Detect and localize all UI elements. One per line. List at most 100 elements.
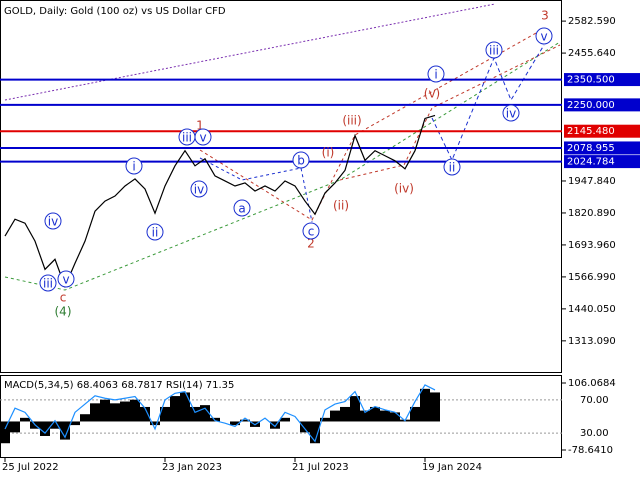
histogram-bar — [190, 406, 200, 422]
histogram-bar — [300, 421, 310, 433]
trend-line — [4, 41, 561, 291]
y2-tick-label: 30.00 — [580, 428, 609, 439]
y-tick-label: 1313.090 — [568, 336, 616, 347]
wave-label: iv — [48, 215, 58, 229]
wave-marker — [535, 27, 553, 45]
wave-path — [339, 44, 561, 181]
histogram-bar — [430, 392, 440, 422]
level-label: 2145.480 — [567, 126, 615, 137]
wave-label: (i) — [322, 146, 335, 160]
histogram-bar — [410, 406, 420, 422]
histogram-bar — [230, 421, 240, 426]
histogram-bar — [0, 421, 10, 444]
y2-tick-label: 70.00 — [580, 395, 609, 406]
histogram-bar — [340, 406, 350, 422]
level-box — [564, 73, 640, 87]
wave-label: iii — [489, 44, 499, 58]
histogram-bar — [200, 405, 210, 422]
wave-marker — [39, 274, 57, 292]
histogram-bar — [360, 410, 370, 422]
wave-label: iv — [194, 183, 204, 197]
wave-label: v — [199, 131, 206, 145]
histogram-bar — [60, 421, 70, 440]
price-panel — [0, 0, 562, 373]
wave-label: iii — [43, 277, 53, 291]
wave-label: (iii) — [342, 114, 361, 128]
histogram-bar — [160, 406, 170, 422]
wave-marker — [44, 212, 62, 230]
x-tick-label: 23 Jan 2023 — [162, 462, 222, 473]
wave-label: i — [132, 160, 135, 174]
histogram-bar — [140, 406, 150, 422]
indicator-title: MACD(5,34,5) 68.4063 68.7817 RSI(14) 71.… — [4, 380, 234, 391]
wave-label: (iv) — [394, 182, 414, 196]
histogram-bar — [350, 396, 360, 422]
histogram-bar — [320, 417, 330, 422]
level-box — [564, 155, 640, 169]
histogram-bar — [70, 421, 80, 426]
histogram-bar — [210, 417, 220, 422]
histogram-bar — [80, 414, 90, 422]
wave-label: ii — [449, 161, 456, 175]
price-line — [4, 114, 436, 289]
y-tick-label: 2582.590 — [568, 16, 616, 27]
wave-label: v — [62, 273, 69, 287]
wave-label: iii — [182, 131, 192, 145]
histogram-bar — [50, 421, 60, 429]
x-tick-label: 25 Jul 2022 — [2, 462, 59, 473]
wave-label: 1 — [196, 119, 204, 133]
wave-marker — [427, 65, 445, 83]
wave-label: 2 — [307, 237, 315, 251]
wave-marker — [146, 223, 164, 241]
histogram-bar — [40, 421, 50, 436]
histogram-bar — [150, 421, 160, 426]
level-label: 2078.955 — [567, 143, 615, 154]
y-tick-label: -78.6410 — [568, 445, 613, 456]
histogram-bar — [380, 410, 390, 422]
histogram-bar — [20, 417, 30, 422]
wave-marker — [302, 222, 320, 240]
histogram-bar — [100, 399, 110, 422]
level-box — [564, 141, 640, 155]
wave-label: b — [297, 154, 305, 168]
rsi-line — [4, 384, 436, 443]
histogram-bar — [110, 403, 120, 422]
y-tick-label: 2455.640 — [568, 48, 616, 59]
y-tick-label: 1947.840 — [568, 176, 616, 187]
wave-marker — [194, 128, 212, 146]
histogram-bar — [330, 410, 340, 422]
histogram-bar — [240, 419, 250, 422]
wave-label: (ii) — [333, 199, 349, 213]
level-box — [564, 98, 640, 112]
histogram-bar — [280, 417, 290, 422]
wave-marker — [233, 199, 251, 217]
histogram-bar — [10, 421, 20, 433]
histogram-bar — [120, 401, 130, 422]
histogram-bar — [180, 392, 190, 422]
y-tick-label: 1693.960 — [568, 240, 616, 251]
level-label: 2250.000 — [567, 100, 615, 111]
histogram-bar — [420, 388, 430, 422]
wave-marker — [292, 151, 310, 169]
x-tick-label: 21 Jul 2023 — [292, 462, 349, 473]
wave-label: ii — [152, 226, 159, 240]
histogram-bar — [390, 412, 400, 422]
histogram-bar — [270, 421, 280, 429]
x-tick-label: 19 Jan 2024 — [422, 462, 482, 473]
level-label: 2350.500 — [567, 75, 615, 86]
histogram-bar — [130, 399, 140, 422]
level-label: 2024.784 — [567, 157, 615, 168]
wave-label: c — [60, 291, 67, 305]
wave-label: (4) — [55, 305, 72, 319]
wave-marker — [125, 157, 143, 175]
y-tick-label: 1440.050 — [568, 304, 616, 315]
wave-label: v — [540, 30, 547, 44]
histogram-bar — [370, 406, 380, 422]
y-tick-label: 106.0684 — [568, 378, 616, 389]
wave-label: i — [434, 68, 437, 82]
wave-label: c — [308, 225, 315, 239]
wave-label: (v) — [424, 87, 440, 101]
y-tick-label: 1566.990 — [568, 272, 616, 283]
level-box — [564, 124, 640, 138]
